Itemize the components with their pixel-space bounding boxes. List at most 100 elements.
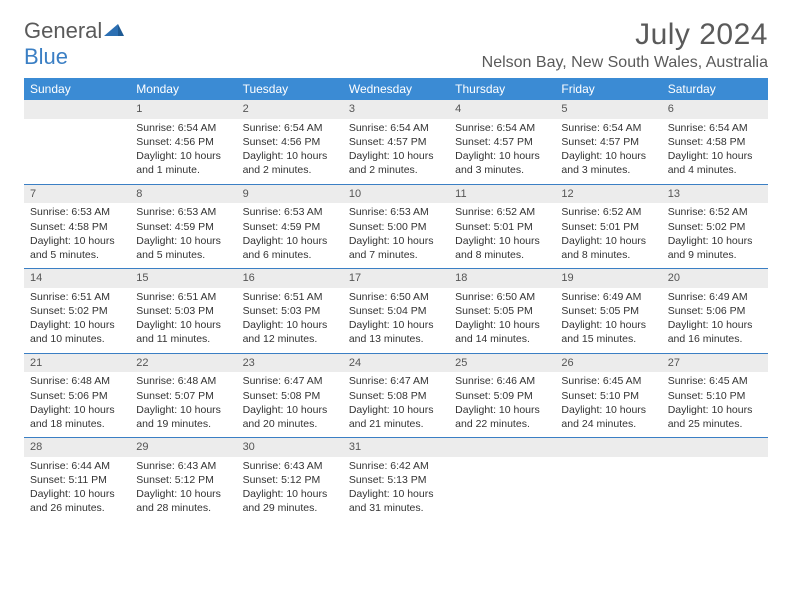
weekday-header: Monday — [130, 78, 236, 100]
sunrise-text: Sunrise: 6:54 AM — [455, 121, 549, 135]
calendar-day: 23Sunrise: 6:47 AMSunset: 5:08 PMDayligh… — [237, 354, 343, 438]
day-number: 8 — [130, 185, 236, 204]
daylight-text: Daylight: 10 hours and 8 minutes. — [455, 234, 549, 262]
day-number: 27 — [662, 354, 768, 373]
daylight-text: Daylight: 10 hours and 3 minutes. — [561, 149, 655, 177]
brand-logo: General Blue — [24, 18, 124, 70]
calendar-day: 20Sunrise: 6:49 AMSunset: 5:06 PMDayligh… — [662, 269, 768, 353]
day-content: Sunrise: 6:46 AMSunset: 5:09 PMDaylight:… — [449, 372, 555, 437]
sunset-text: Sunset: 5:08 PM — [349, 389, 443, 403]
sunset-text: Sunset: 4:59 PM — [243, 220, 337, 234]
sunrise-text: Sunrise: 6:43 AM — [243, 459, 337, 473]
day-content: Sunrise: 6:45 AMSunset: 5:10 PMDaylight:… — [555, 372, 661, 437]
sunrise-text: Sunrise: 6:44 AM — [30, 459, 124, 473]
calendar: SundayMondayTuesdayWednesdayThursdayFrid… — [24, 78, 768, 522]
day-number: 26 — [555, 354, 661, 373]
sunrise-text: Sunrise: 6:43 AM — [136, 459, 230, 473]
calendar-day: 24Sunrise: 6:47 AMSunset: 5:08 PMDayligh… — [343, 354, 449, 438]
sunrise-text: Sunrise: 6:53 AM — [136, 205, 230, 219]
sunrise-text: Sunrise: 6:53 AM — [349, 205, 443, 219]
sunset-text: Sunset: 5:08 PM — [243, 389, 337, 403]
daylight-text: Daylight: 10 hours and 22 minutes. — [455, 403, 549, 431]
day-number — [555, 438, 661, 457]
weekday-header: Thursday — [449, 78, 555, 100]
day-content: Sunrise: 6:51 AMSunset: 5:02 PMDaylight:… — [24, 288, 130, 353]
sunset-text: Sunset: 5:10 PM — [561, 389, 655, 403]
daylight-text: Daylight: 10 hours and 5 minutes. — [136, 234, 230, 262]
daylight-text: Daylight: 10 hours and 3 minutes. — [455, 149, 549, 177]
daylight-text: Daylight: 10 hours and 31 minutes. — [349, 487, 443, 515]
sunrise-text: Sunrise: 6:45 AM — [668, 374, 762, 388]
day-number: 21 — [24, 354, 130, 373]
calendar-day: 6Sunrise: 6:54 AMSunset: 4:58 PMDaylight… — [662, 100, 768, 184]
sunset-text: Sunset: 5:02 PM — [668, 220, 762, 234]
calendar-day: 29Sunrise: 6:43 AMSunset: 5:12 PMDayligh… — [130, 438, 236, 522]
day-number: 13 — [662, 185, 768, 204]
calendar-day: 12Sunrise: 6:52 AMSunset: 5:01 PMDayligh… — [555, 185, 661, 269]
day-content: Sunrise: 6:48 AMSunset: 5:06 PMDaylight:… — [24, 372, 130, 437]
daylight-text: Daylight: 10 hours and 24 minutes. — [561, 403, 655, 431]
day-content: Sunrise: 6:53 AMSunset: 4:59 PMDaylight:… — [237, 203, 343, 268]
sunset-text: Sunset: 5:13 PM — [349, 473, 443, 487]
sunrise-text: Sunrise: 6:51 AM — [30, 290, 124, 304]
location: Nelson Bay, New South Wales, Australia — [482, 54, 768, 72]
day-number: 17 — [343, 269, 449, 288]
sunset-text: Sunset: 4:57 PM — [455, 135, 549, 149]
calendar-day: 11Sunrise: 6:52 AMSunset: 5:01 PMDayligh… — [449, 185, 555, 269]
calendar-day: 1Sunrise: 6:54 AMSunset: 4:56 PMDaylight… — [130, 100, 236, 184]
sunrise-text: Sunrise: 6:49 AM — [668, 290, 762, 304]
day-content: Sunrise: 6:54 AMSunset: 4:56 PMDaylight:… — [130, 119, 236, 184]
day-content: Sunrise: 6:52 AMSunset: 5:01 PMDaylight:… — [449, 203, 555, 268]
calendar-day: 27Sunrise: 6:45 AMSunset: 5:10 PMDayligh… — [662, 354, 768, 438]
daylight-text: Daylight: 10 hours and 14 minutes. — [455, 318, 549, 346]
calendar-day: 2Sunrise: 6:54 AMSunset: 4:56 PMDaylight… — [237, 100, 343, 184]
day-number — [24, 100, 130, 119]
day-number: 4 — [449, 100, 555, 119]
day-content: Sunrise: 6:54 AMSunset: 4:56 PMDaylight:… — [237, 119, 343, 184]
calendar-day: 8Sunrise: 6:53 AMSunset: 4:59 PMDaylight… — [130, 185, 236, 269]
sunset-text: Sunset: 4:59 PM — [136, 220, 230, 234]
sunrise-text: Sunrise: 6:54 AM — [243, 121, 337, 135]
day-content: Sunrise: 6:52 AMSunset: 5:01 PMDaylight:… — [555, 203, 661, 268]
calendar-day: 22Sunrise: 6:48 AMSunset: 5:07 PMDayligh… — [130, 354, 236, 438]
sunset-text: Sunset: 4:56 PM — [136, 135, 230, 149]
day-number — [449, 438, 555, 457]
sunrise-text: Sunrise: 6:47 AM — [349, 374, 443, 388]
day-number — [662, 438, 768, 457]
sunset-text: Sunset: 5:00 PM — [349, 220, 443, 234]
daylight-text: Daylight: 10 hours and 21 minutes. — [349, 403, 443, 431]
day-number: 19 — [555, 269, 661, 288]
sunset-text: Sunset: 5:06 PM — [30, 389, 124, 403]
sunset-text: Sunset: 5:07 PM — [136, 389, 230, 403]
daylight-text: Daylight: 10 hours and 7 minutes. — [349, 234, 443, 262]
daylight-text: Daylight: 10 hours and 10 minutes. — [30, 318, 124, 346]
day-content: Sunrise: 6:52 AMSunset: 5:02 PMDaylight:… — [662, 203, 768, 268]
calendar-week: 14Sunrise: 6:51 AMSunset: 5:02 PMDayligh… — [24, 268, 768, 353]
logo-icon — [104, 18, 124, 44]
sunrise-text: Sunrise: 6:54 AM — [668, 121, 762, 135]
day-number: 1 — [130, 100, 236, 119]
calendar-day: 31Sunrise: 6:42 AMSunset: 5:13 PMDayligh… — [343, 438, 449, 522]
sunrise-text: Sunrise: 6:45 AM — [561, 374, 655, 388]
calendar-day — [449, 438, 555, 522]
calendar-day: 10Sunrise: 6:53 AMSunset: 5:00 PMDayligh… — [343, 185, 449, 269]
sunset-text: Sunset: 4:58 PM — [668, 135, 762, 149]
sunset-text: Sunset: 5:12 PM — [136, 473, 230, 487]
day-number: 22 — [130, 354, 236, 373]
calendar-day: 21Sunrise: 6:48 AMSunset: 5:06 PMDayligh… — [24, 354, 130, 438]
day-number: 23 — [237, 354, 343, 373]
weekday-header: Sunday — [24, 78, 130, 100]
day-number: 6 — [662, 100, 768, 119]
month-title: July 2024 — [482, 18, 768, 52]
daylight-text: Daylight: 10 hours and 19 minutes. — [136, 403, 230, 431]
calendar-day: 25Sunrise: 6:46 AMSunset: 5:09 PMDayligh… — [449, 354, 555, 438]
day-content: Sunrise: 6:48 AMSunset: 5:07 PMDaylight:… — [130, 372, 236, 437]
sunrise-text: Sunrise: 6:52 AM — [561, 205, 655, 219]
sunrise-text: Sunrise: 6:52 AM — [455, 205, 549, 219]
sunset-text: Sunset: 5:09 PM — [455, 389, 549, 403]
sunrise-text: Sunrise: 6:54 AM — [349, 121, 443, 135]
day-content: Sunrise: 6:49 AMSunset: 5:06 PMDaylight:… — [662, 288, 768, 353]
day-content: Sunrise: 6:53 AMSunset: 5:00 PMDaylight:… — [343, 203, 449, 268]
calendar-day: 16Sunrise: 6:51 AMSunset: 5:03 PMDayligh… — [237, 269, 343, 353]
daylight-text: Daylight: 10 hours and 25 minutes. — [668, 403, 762, 431]
